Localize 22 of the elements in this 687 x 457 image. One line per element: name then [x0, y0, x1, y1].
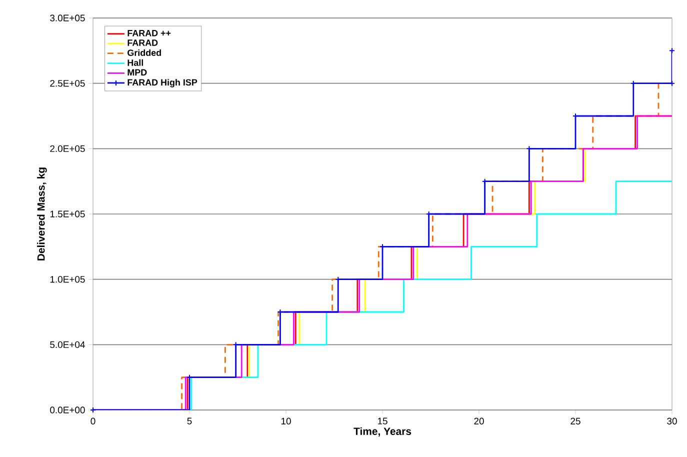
- x-tick-label: 25: [570, 418, 580, 424]
- x-tick-label: 15: [378, 418, 388, 424]
- y-tick-label: 2.5E+05: [50, 80, 85, 87]
- x-tick-label: 5: [187, 418, 192, 424]
- legend-label: FARAD ++: [128, 30, 171, 36]
- x-tick-label: 30: [667, 418, 677, 424]
- legend-label: FARAD: [128, 40, 158, 46]
- x-tick-label: 10: [281, 418, 291, 424]
- x-axis-title: Time, Years: [354, 427, 412, 437]
- legend-label: FARAD High ISP: [128, 78, 198, 88]
- y-tick-label: 3.0E+05: [50, 14, 85, 22]
- legend-label: Hall: [128, 59, 143, 66]
- legend-label: Gridded: [128, 49, 161, 56]
- y-tick-label: 0.0E+00: [50, 406, 85, 414]
- y-axis-title: Delivered Mass, kg: [37, 168, 47, 260]
- x-tick-label: 20: [474, 418, 484, 424]
- x-tick-label: 0: [90, 418, 96, 424]
- y-tick-label: 1.0E+05: [50, 276, 85, 283]
- y-tick-label: 2.0E+05: [50, 145, 85, 152]
- y-tick-label: 1.5E+05: [50, 210, 85, 218]
- legend-label: MPD: [128, 69, 147, 76]
- y-tick-label: 5.0E+04: [50, 341, 85, 348]
